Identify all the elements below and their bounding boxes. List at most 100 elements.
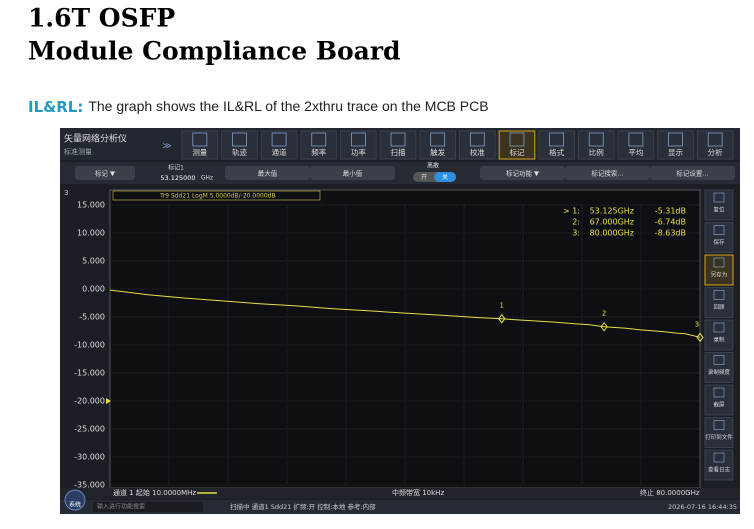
toolbar-button[interactable] <box>577 130 615 160</box>
subbar-text: 开 <box>421 174 427 181</box>
sidebar-label: 录制 <box>713 336 725 344</box>
subbar-button[interactable] <box>650 166 735 180</box>
toolbar-label: 测量 <box>192 148 207 157</box>
sidebar-icon <box>713 257 725 268</box>
toolbar-button[interactable] <box>181 130 219 160</box>
toolbar-icon <box>271 132 287 147</box>
status-time: 2026-07-16 16:44:35 <box>668 503 737 511</box>
sidebar-button[interactable] <box>704 384 734 416</box>
marker-index: > 1: <box>563 207 580 216</box>
marker <box>498 313 506 324</box>
toolbar-icon <box>588 132 604 147</box>
sidebar-button[interactable] <box>704 222 734 253</box>
marker-index: 2: <box>572 218 580 227</box>
sidebar-button[interactable] <box>704 417 734 448</box>
status-scan: 扫描中 通道1 Sdd21 扩频:开 控制:本地 参考:内部 <box>230 502 376 511</box>
toolbar-button[interactable] <box>498 130 536 160</box>
sidebar-label: 复位 <box>713 206 725 214</box>
marker-name: 3 <box>695 320 699 328</box>
marker-x: 67.000GHz <box>590 218 634 227</box>
subbar-text: GHz <box>201 175 213 182</box>
toolbar-button[interactable] <box>538 130 575 160</box>
y-tick-label: -10.000 <box>74 341 105 350</box>
sidebar-label: 查看日志 <box>708 466 731 474</box>
screenshot: 矢量网络分析仪 标准测量 Tr9 Sdd21 LogM 5.0000dB/-20… <box>60 128 740 514</box>
y-tick-label: -15.000 <box>74 369 105 378</box>
status-bar <box>60 488 740 499</box>
toolbar-icon <box>628 132 644 147</box>
toolbar-icon <box>509 132 525 147</box>
caption: IL&RL: The graph shows the IL&RL of the 2… <box>28 98 489 116</box>
sidebar-icon <box>713 355 725 365</box>
app-subtitle: 标准测量 <box>64 147 92 156</box>
status-ifbw: 中频带宽 10kHz <box>392 488 444 497</box>
app-title: 矢量网络分析仪 <box>64 133 127 145</box>
subbar-button[interactable] <box>225 166 310 180</box>
toolbar-label: 比例 <box>589 147 604 157</box>
status-bar <box>60 500 740 514</box>
status-start: 通道 1 起始 10.0000MHz <box>113 488 196 497</box>
toolbar-button[interactable] <box>617 130 655 160</box>
toolbar-icon <box>350 132 366 147</box>
marker-y: -5.31dB <box>655 207 686 216</box>
toolbar-label: 显示 <box>668 148 683 157</box>
toolbar-icon <box>549 132 565 147</box>
subbar-text: 离散 <box>427 162 439 170</box>
sidebar-button[interactable] <box>704 449 734 481</box>
toggle-active <box>434 172 456 182</box>
sidebar-button[interactable] <box>704 254 734 286</box>
marker-name: 2 <box>602 310 606 318</box>
status-stop: 终止 80.0000GHz <box>640 488 700 497</box>
toolbar-button[interactable] <box>459 130 496 160</box>
trace-label: Tr9 Sdd21 LogM 5.0000dB/-20.0000dB <box>159 193 276 200</box>
toolbar-button[interactable] <box>696 130 734 160</box>
toolbar-label: 平均 <box>628 147 643 157</box>
toolbar-label: 分析 <box>708 147 723 157</box>
toolbar-button[interactable] <box>300 130 338 160</box>
subbar-text: 标记功能 ▼ <box>506 169 539 178</box>
toolbar-icon <box>390 132 406 147</box>
subbar-button[interactable] <box>310 166 395 180</box>
marker-y: -6.74dB <box>655 218 686 227</box>
sidebar-button[interactable] <box>704 287 734 318</box>
subbar-button[interactable] <box>565 166 650 180</box>
sidebar-button[interactable] <box>704 319 734 351</box>
toolbar-label: 扫描 <box>391 147 406 157</box>
toolbar-button[interactable] <box>340 130 377 160</box>
sidebar-label: 保存 <box>713 238 725 246</box>
toolbar-button[interactable] <box>657 130 694 160</box>
subbar-text: 最小值 <box>343 169 363 178</box>
toolbar-label: 标记 <box>509 147 524 157</box>
toolbar-button[interactable] <box>260 130 298 160</box>
subbar-text: 标记1 <box>168 164 184 172</box>
system-label: 系统 <box>69 501 81 509</box>
toolbar-label: 轨迹 <box>232 147 247 157</box>
caption-label: IL&RL: <box>28 98 83 116</box>
toolbar-icon <box>469 132 485 147</box>
sidebar-label: 另存为 <box>711 271 728 279</box>
y-tick-label: 15.000 <box>77 201 105 210</box>
y-tick-label: -5.000 <box>79 313 105 322</box>
y-tick-label: -20.000 <box>74 397 105 406</box>
system-button[interactable] <box>64 489 86 511</box>
sidebar-button[interactable] <box>704 352 734 383</box>
search-box[interactable] <box>93 502 203 512</box>
sidebar-icon <box>713 387 725 398</box>
subbar-button[interactable] <box>480 166 565 180</box>
marker <box>600 321 608 332</box>
sidebar-icon <box>713 225 725 235</box>
sidebar-button[interactable] <box>704 189 734 221</box>
sidebar-label: 打印到文件 <box>705 433 733 441</box>
subbar-text: 标记设置... <box>676 169 708 178</box>
subbar-button[interactable] <box>75 166 135 180</box>
toolbar-button[interactable] <box>419 130 457 160</box>
toolbar-button[interactable] <box>379 130 417 160</box>
y-tick-label: 10.000 <box>77 229 105 238</box>
channel-number: 3 <box>64 189 68 197</box>
toolbar-label: 格式 <box>549 147 564 157</box>
toolbar-button[interactable] <box>221 130 258 160</box>
trace-label-box <box>112 190 321 201</box>
toolbar-icon <box>707 132 723 147</box>
sidebar-label: 回顾 <box>713 304 725 311</box>
